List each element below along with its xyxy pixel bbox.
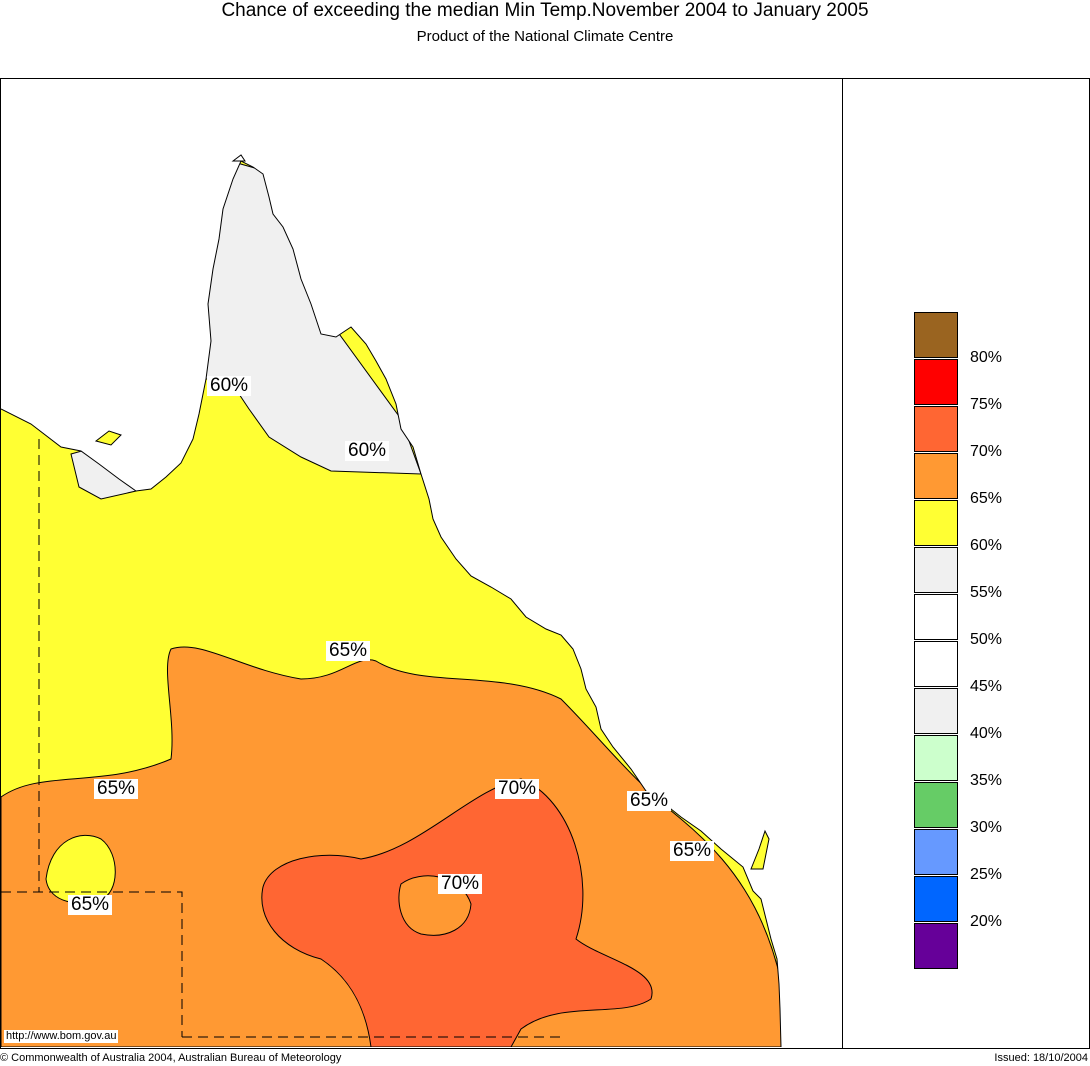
map-subtitle: Product of the National Climate Centre	[416, 28, 674, 45]
legend-swatch	[914, 923, 958, 969]
probability-fills	[1, 161, 781, 1047]
legend-label: 45%	[970, 678, 1003, 695]
legend-swatch	[914, 829, 958, 875]
legend-label: 55%	[970, 584, 1003, 601]
legend-swatch	[914, 453, 958, 499]
issued-date: Issued: 18/10/2004	[994, 1052, 1088, 1064]
contour-label-70-north: 70%	[495, 779, 540, 799]
legend-label: 30%	[970, 819, 1003, 836]
contour-label-70-inner: 70%	[438, 874, 483, 894]
contour-label-65-southwest: 65%	[68, 895, 113, 915]
probability-map	[1, 154, 782, 1047]
coastline	[1, 154, 782, 1047]
contour-label-65-central: 65%	[326, 641, 371, 661]
legend-swatch	[914, 547, 958, 593]
contour-label-60-cape-york: 60%	[207, 376, 252, 396]
legend-label: 70%	[970, 443, 1003, 460]
legend-swatch	[914, 312, 958, 358]
contour-label-65-west: 65%	[94, 779, 139, 799]
legend-swatch	[914, 359, 958, 405]
legend-label: 65%	[970, 490, 1003, 507]
legend-swatch	[914, 782, 958, 828]
legend-label: 25%	[970, 866, 1003, 883]
copyright-notice: © Commonwealth of Australia 2004, Austra…	[0, 1052, 342, 1064]
legend-swatch	[914, 876, 958, 922]
state-borders	[1, 439, 561, 1038]
legend-label: 75%	[970, 396, 1003, 413]
legend-label: 40%	[970, 725, 1003, 742]
legend-swatch	[914, 641, 958, 687]
legend-label: 60%	[970, 537, 1003, 554]
map-title: Chance of exceeding the median Min Temp.…	[221, 0, 869, 21]
legend-label: 35%	[970, 772, 1003, 789]
legend-swatch	[914, 735, 958, 781]
legend-label: 50%	[970, 631, 1003, 648]
contour-label-65-coast-south: 65%	[670, 841, 715, 861]
legend-swatch	[914, 500, 958, 546]
legend-divider	[842, 78, 843, 1048]
legend-label: 20%	[970, 913, 1003, 930]
legend-swatch	[914, 406, 958, 452]
legend-swatch	[914, 594, 958, 640]
contour-label-60-east-coast: 60%	[345, 441, 390, 461]
website-url: http://www.bom.gov.au	[4, 1030, 119, 1043]
legend-label: 80%	[970, 349, 1003, 366]
contour-label-65-coast-north: 65%	[627, 791, 672, 811]
legend-swatch	[914, 688, 958, 734]
